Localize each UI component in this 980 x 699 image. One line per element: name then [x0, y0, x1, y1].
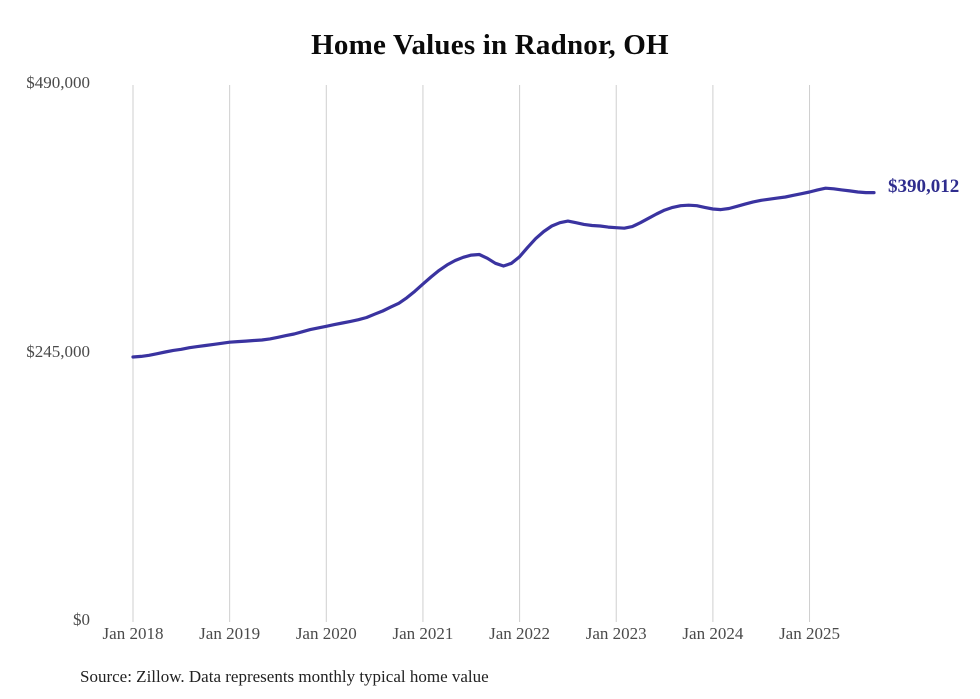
x-tick-label: Jan 2022 — [489, 624, 551, 643]
x-tick-label: Jan 2021 — [392, 624, 454, 643]
x-tick-label: Jan 2019 — [199, 624, 261, 643]
source-note: Source: Zillow. Data represents monthly … — [80, 667, 489, 686]
y-tick-label: $0 — [73, 610, 90, 629]
x-tick-label: Jan 2025 — [779, 624, 840, 643]
chart-title: Home Values in Radnor, OH — [311, 29, 669, 61]
home-value-line — [131, 186, 876, 359]
current-value-label: $390,012 — [888, 176, 960, 197]
x-tick-label: Jan 2023 — [585, 624, 647, 643]
x-tick-label: Jan 2020 — [295, 624, 357, 643]
y-tick-label: $490,000 — [26, 73, 90, 92]
x-tick-label: Jan 2018 — [102, 624, 164, 643]
y-tick-label: $245,000 — [26, 341, 90, 361]
x-tick-label: Jan 2024 — [682, 624, 744, 643]
